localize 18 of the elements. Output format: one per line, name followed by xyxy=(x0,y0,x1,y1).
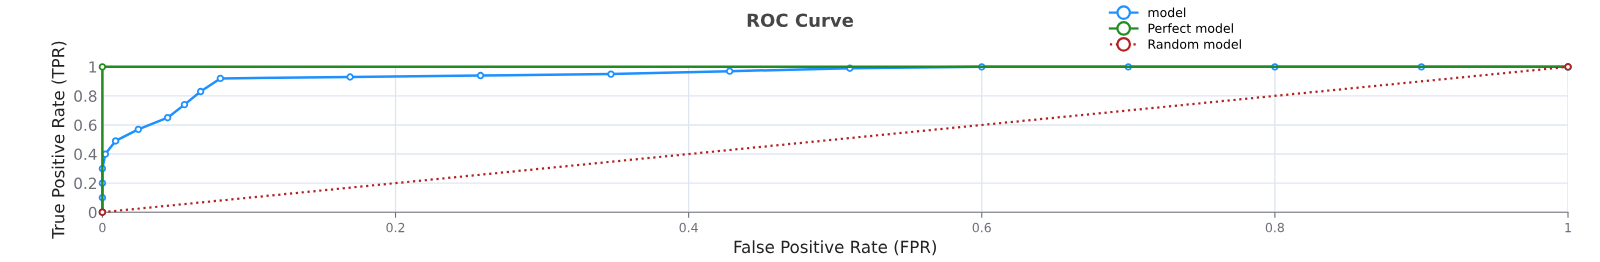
x-tick-label: 0.2 xyxy=(386,222,405,233)
x-tick-label: 0.6 xyxy=(972,222,991,233)
x-tick-label: 0 xyxy=(99,222,106,233)
x-tick-label: 1 xyxy=(1565,223,1571,233)
legend-label: Perfect model xyxy=(1148,23,1233,34)
y-tick-label: 1 xyxy=(89,61,97,73)
legend-label: model xyxy=(1148,7,1186,18)
x-tick-label: 0.8 xyxy=(1265,222,1284,233)
y-axis-title: True Positive Rate (TPR) xyxy=(51,41,67,239)
y-tick-label: 0.6 xyxy=(74,119,97,131)
legend-label: Random model xyxy=(1148,39,1241,49)
y-tick-label: 0.8 xyxy=(74,90,97,102)
y-tick-label: 0.4 xyxy=(74,148,97,161)
y-tick-label: 0.2 xyxy=(74,177,97,190)
y-tick-label: 0 xyxy=(88,206,97,219)
x-axis-title: False Positive Rate (FPR) xyxy=(734,240,936,256)
x-tick-label: 0.4 xyxy=(679,222,698,233)
chart-title: ROC Curve xyxy=(747,13,854,28)
